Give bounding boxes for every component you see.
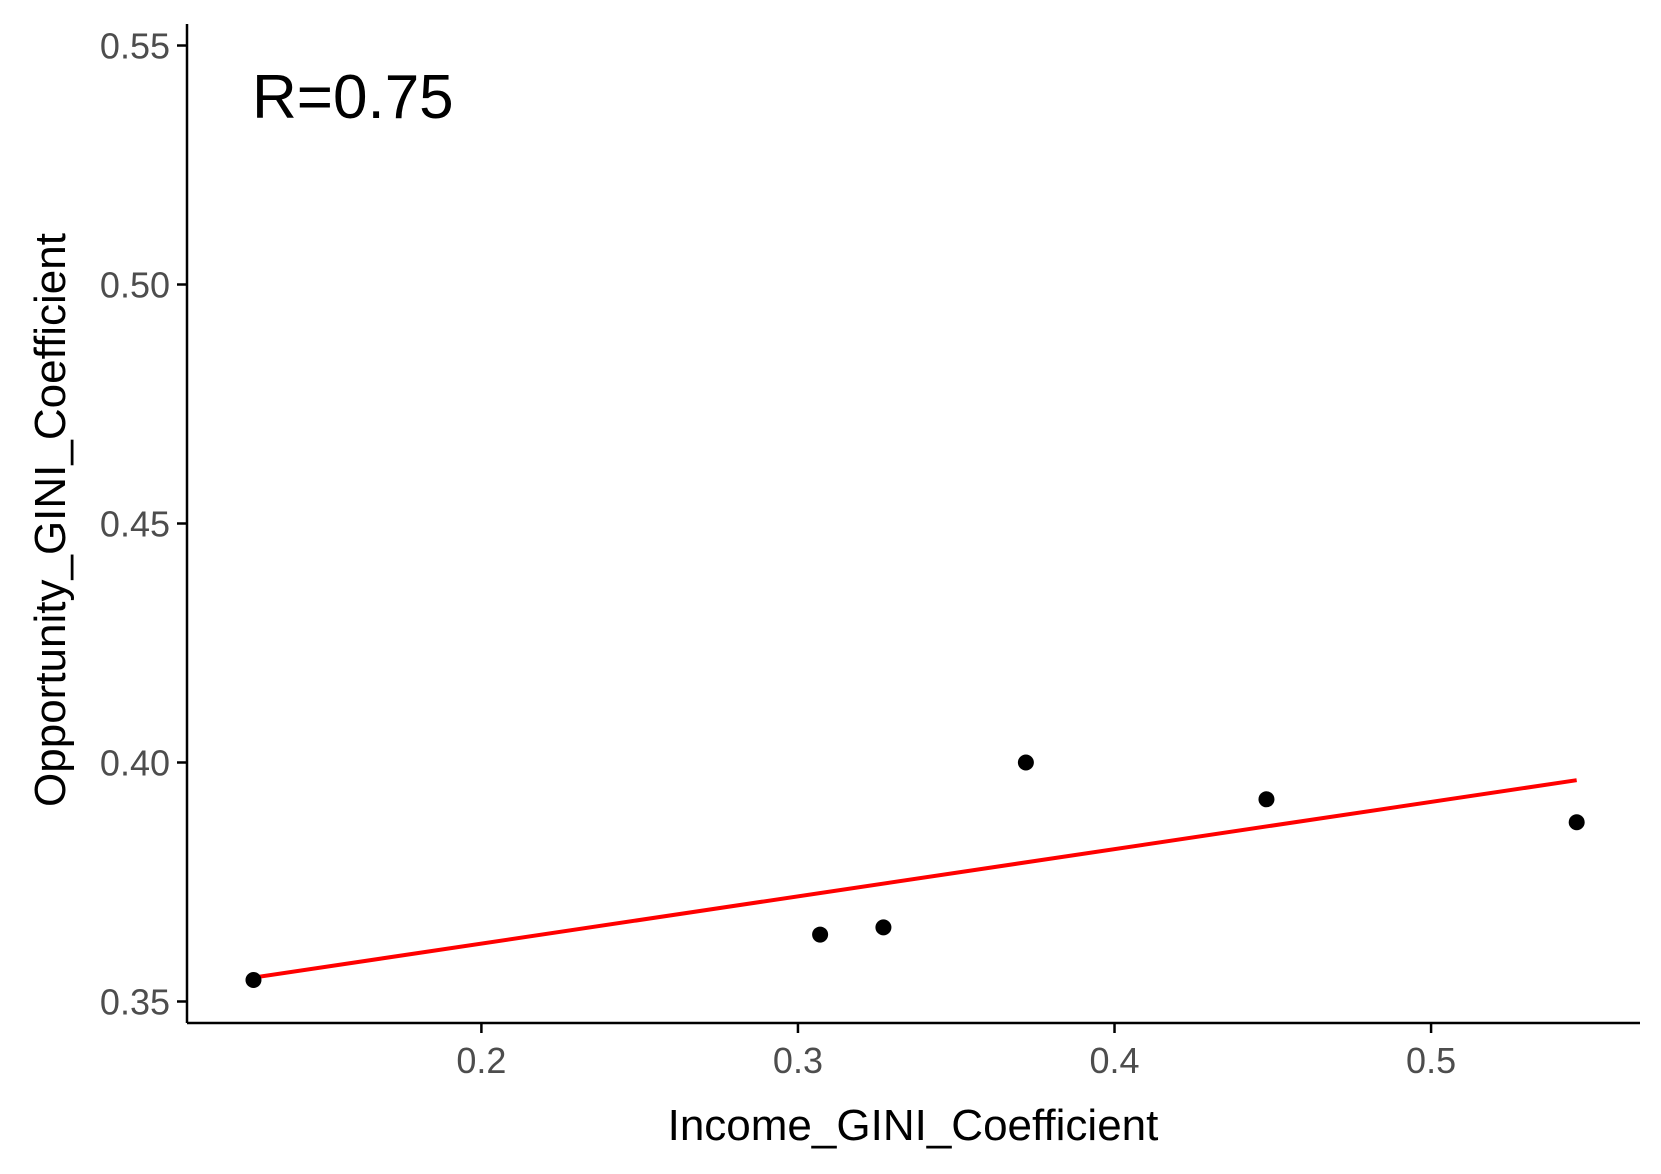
correlation-annotation: R=0.75 xyxy=(252,63,454,132)
data-point-3 xyxy=(875,919,892,936)
x-ticks: 0.2 0.3 0.4 0.5 xyxy=(456,1023,1456,1081)
x-tick-label: 0.2 xyxy=(456,1040,506,1081)
regression-line xyxy=(253,778,1577,980)
y-tick-label: 0.40 xyxy=(100,742,170,783)
data-point-1 xyxy=(245,971,262,988)
x-tick-label: 0.3 xyxy=(773,1040,823,1081)
y-axis-title: Opportunity_GINI_Coefficient xyxy=(26,233,75,807)
y-ticks: 0.35 0.40 0.45 0.50 0.55 xyxy=(100,26,187,1022)
data-point-5 xyxy=(1258,791,1275,808)
data-point-2 xyxy=(812,926,829,943)
x-tick-label: 0.4 xyxy=(1089,1040,1139,1081)
y-tick-label: 0.35 xyxy=(100,981,170,1022)
x-tick-label: 0.5 xyxy=(1406,1040,1456,1081)
plot-area xyxy=(245,754,1585,988)
y-tick-label: 0.45 xyxy=(100,504,170,545)
data-point-6 xyxy=(1568,814,1585,831)
data-point-4 xyxy=(1017,754,1034,771)
y-tick-label: 0.55 xyxy=(100,26,170,67)
x-axis-title: Income_GINI_Coefficient xyxy=(668,1101,1159,1150)
y-tick-label: 0.50 xyxy=(100,265,170,306)
